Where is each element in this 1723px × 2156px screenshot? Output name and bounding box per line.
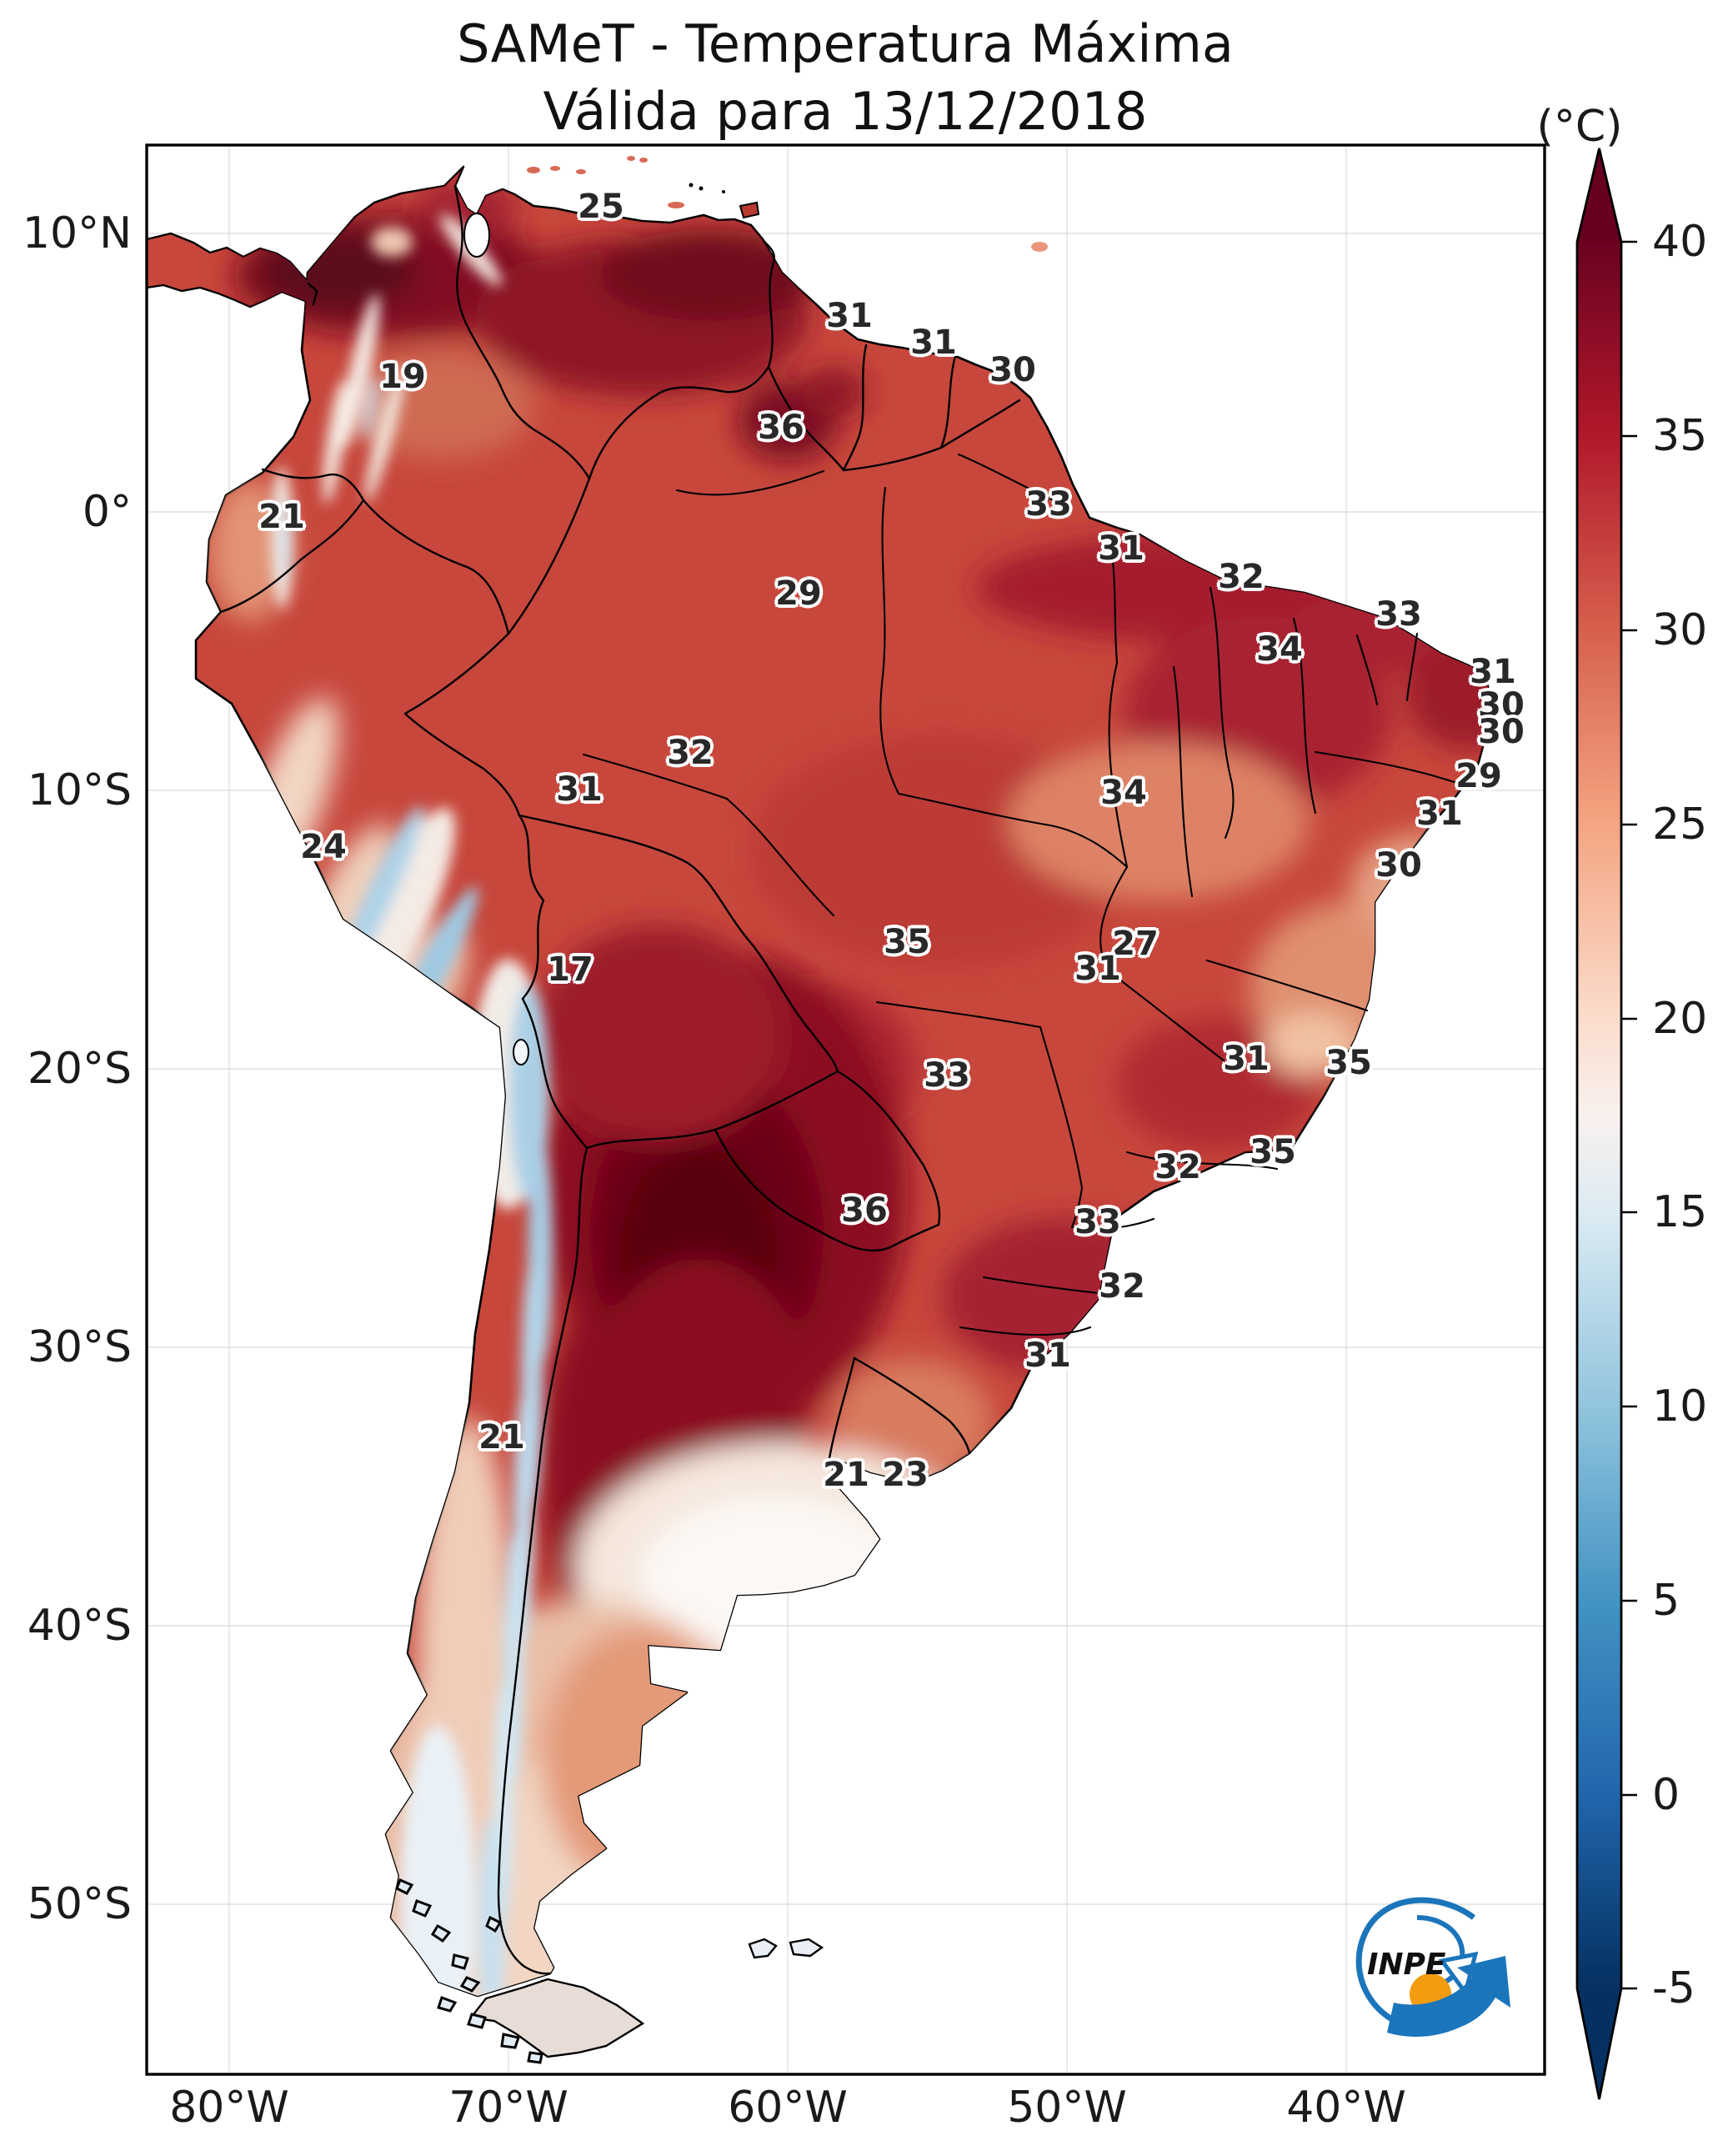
temp-label: 32 <box>1155 1148 1201 1186</box>
temp-label: 31 <box>1470 653 1516 691</box>
temp-label: 24 <box>300 828 347 866</box>
temp-label: 30 <box>1478 686 1525 725</box>
colorbar-tick-label: 40 <box>1652 217 1708 267</box>
colorbar-tick-label: 35 <box>1652 411 1708 461</box>
inpe-logo: INPE <box>1355 1897 1510 2037</box>
temp-label: 33 <box>1375 595 1422 634</box>
temp-label: 33 <box>1074 1203 1121 1241</box>
colorbar-tick-marks <box>1621 240 1637 1990</box>
title-line-2: Válida para 13/12/2018 <box>543 81 1148 142</box>
temp-label: 31 <box>1074 950 1121 988</box>
temp-label: 34 <box>1256 630 1303 669</box>
falkland-east <box>789 1938 824 1958</box>
x-tick-label: 40°W <box>1286 2083 1406 2133</box>
colorbar-tick-label: 25 <box>1652 800 1708 850</box>
title-line-1: SAMeT - Temperatura Máxima <box>457 13 1234 74</box>
temp-label: 31 <box>1416 795 1463 833</box>
temp-label: 35 <box>1250 1133 1296 1171</box>
colorbar-unit-label: (°C) <box>1536 102 1623 152</box>
y-tick-label: 50°S <box>27 1879 132 1929</box>
temp-label: 17 <box>547 950 594 989</box>
temp-label: 35 <box>884 923 930 961</box>
y-tick-label: 30°S <box>27 1322 132 1372</box>
tierra-del-fuego <box>468 1978 645 2058</box>
temp-label: 31 <box>910 323 957 362</box>
temp-label: 32 <box>1218 558 1265 596</box>
colorbar-gradient-bar <box>1577 242 1621 1988</box>
colorbar-tick-label: 5 <box>1652 1576 1680 1626</box>
caribbean-islets <box>527 156 1048 252</box>
chilean-archipelago <box>395 1878 543 2064</box>
colorbar-tick-label: 20 <box>1652 994 1708 1044</box>
temp-label: 33 <box>1025 485 1072 524</box>
temp-label: 21 <box>478 1418 525 1457</box>
temp-label: 21 <box>823 1456 869 1494</box>
y-tick-label: 40°S <box>27 1601 132 1651</box>
colorbar-under-arrow <box>1577 1988 1621 2099</box>
country-and-state-borders <box>219 184 1465 2061</box>
colorbar-tick-label: -5 <box>1652 1963 1695 2013</box>
temp-label: 23 <box>882 1456 929 1494</box>
temp-label: 32 <box>1099 1267 1145 1306</box>
temp-label: 36 <box>758 409 804 447</box>
y-tick-label: 10°N <box>22 208 132 258</box>
temp-label: 31 <box>1223 1040 1270 1078</box>
temp-label: 30 <box>1478 713 1525 751</box>
colorbar-tick-label: 15 <box>1652 1187 1708 1237</box>
temp-label: 31 <box>826 297 873 335</box>
temp-label: 31 <box>556 770 603 809</box>
temp-label: 29 <box>775 574 822 613</box>
temp-label: 21 <box>258 498 305 536</box>
temp-label: 35 <box>1325 1044 1372 1082</box>
x-tick-label: 80°W <box>169 2083 289 2133</box>
lake-maracaibo <box>463 213 490 258</box>
temp-label: 34 <box>1100 774 1147 812</box>
temp-label: 36 <box>841 1191 888 1230</box>
x-tick-label: 70°W <box>448 2083 568 2133</box>
temp-label: 25 <box>578 188 624 226</box>
small-island-dots <box>689 183 725 193</box>
colorbar-tick-label: 30 <box>1652 605 1708 655</box>
trinidad <box>739 201 760 219</box>
temp-label: 19 <box>379 358 426 396</box>
temp-label: 30 <box>989 351 1036 389</box>
colorbar <box>1575 148 1637 2100</box>
temp-label: 32 <box>667 734 714 772</box>
temp-label: 33 <box>924 1056 970 1095</box>
temp-label: 29 <box>1455 757 1502 795</box>
islands <box>395 156 1048 2064</box>
colorbar-tick-label: 10 <box>1652 1381 1708 1431</box>
temp-label: 31 <box>1098 529 1144 568</box>
temp-label: 31 <box>1024 1336 1071 1375</box>
colorbar-tick-label: 0 <box>1652 1770 1680 1820</box>
lake-titicaca <box>513 1039 529 1065</box>
temp-label: 27 <box>1112 925 1159 963</box>
falkland-west <box>748 1938 778 1959</box>
chart-title: SAMeT - Temperatura Máxima Válida para 1… <box>457 10 1234 145</box>
colorbar-over-arrow <box>1577 148 1621 242</box>
y-tick-label: 10°S <box>27 765 132 815</box>
y-tick-label: 0° <box>82 487 132 537</box>
logo-text: INPE <box>1367 1948 1446 1982</box>
temp-label: 30 <box>1375 846 1422 885</box>
x-tick-label: 60°W <box>728 2083 848 2133</box>
y-tick-label: 20°S <box>27 1044 132 1094</box>
map-frame <box>145 143 1546 2076</box>
x-tick-label: 50°W <box>1007 2083 1127 2133</box>
logo-up-arrow-icon <box>1387 1956 1510 2037</box>
